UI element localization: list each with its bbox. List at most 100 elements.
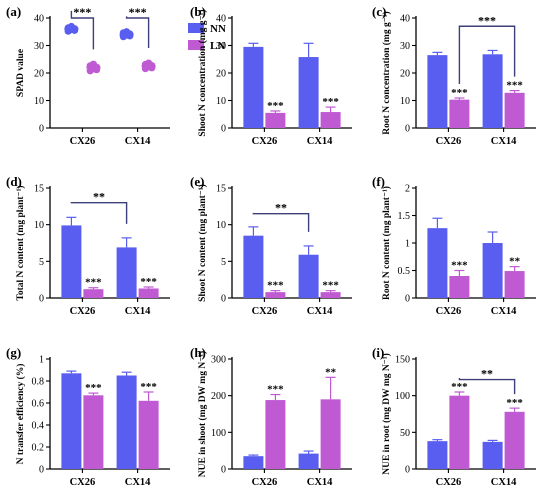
- bar: [298, 254, 319, 298]
- significance-label: ***: [451, 260, 468, 272]
- panel-h: (h)NUE in shoot (mg DW mg N⁻¹) 0 100 200 300…: [190, 345, 352, 488]
- significance-bracket: [458, 25, 516, 85]
- bar: [449, 276, 470, 298]
- data-point: [89, 60, 97, 68]
- x-tick-label: CX26: [70, 477, 96, 488]
- bracket-label: **: [93, 190, 105, 204]
- significance-label: ***: [140, 381, 157, 393]
- significance-label: ***: [506, 80, 523, 92]
- significance-label: **: [325, 366, 337, 378]
- bar: [61, 373, 82, 469]
- bar: [427, 55, 448, 128]
- significance-label: ***: [322, 96, 339, 108]
- y-tick-label: 15: [216, 184, 226, 195]
- panel-label: (a): [6, 4, 21, 19]
- y-tick-label: 100: [211, 428, 226, 439]
- legend-swatch: [188, 23, 204, 33]
- bar: [265, 112, 286, 128]
- y-tick-label: 15: [34, 184, 44, 195]
- panel-label: (f): [372, 174, 385, 189]
- y-tick-label: 20: [216, 69, 226, 80]
- significance-label: ***: [267, 280, 284, 292]
- y-tick-label: 20: [34, 69, 44, 80]
- bracket-label: ***: [129, 5, 147, 19]
- significance-label: ***: [140, 276, 157, 288]
- y-tick-label: 0: [405, 294, 410, 305]
- bar: [138, 400, 159, 469]
- x-tick-label: CX26: [436, 136, 462, 147]
- x-tick-label: CX14: [125, 136, 151, 147]
- x-tick-label: CX14: [307, 306, 333, 317]
- y-tick-label: 40: [34, 14, 44, 25]
- bar: [449, 395, 470, 469]
- y-tick-label: 10: [216, 96, 226, 107]
- significance-label: ***: [451, 381, 468, 393]
- y-axis-label: Total N content (mg plant⁻¹): [15, 185, 26, 300]
- significance-label: ***: [267, 384, 284, 396]
- panel-label: (c): [372, 4, 386, 19]
- y-tick-label: 5: [39, 257, 44, 268]
- y-tick-label: 200: [211, 391, 226, 402]
- y-tick-label: 0.6: [32, 399, 45, 410]
- bar: [116, 375, 137, 469]
- y-tick-label: 40: [400, 14, 410, 25]
- significance-label: **: [509, 256, 521, 268]
- significance-label: ***: [85, 277, 102, 289]
- bar: [116, 247, 137, 298]
- data-point: [71, 26, 79, 34]
- y-tick-label: 30: [400, 41, 410, 52]
- x-tick-label: CX26: [252, 306, 278, 317]
- significance-label: ***: [267, 100, 284, 112]
- bar: [265, 292, 286, 298]
- bar: [243, 235, 264, 298]
- bar: [504, 411, 525, 469]
- y-tick-label: 30: [34, 41, 44, 52]
- y-tick-label: 150: [395, 355, 410, 366]
- y-axis-label: Root N content (mg plant⁻¹): [381, 186, 392, 300]
- legend: NN LN: [188, 23, 226, 52]
- bar: [243, 46, 264, 128]
- bracket-label: **: [275, 201, 287, 215]
- y-tick-label: 0.4: [32, 421, 45, 432]
- bar: [83, 395, 104, 469]
- panel-label: (h): [190, 345, 206, 360]
- y-tick-label: 1: [39, 355, 44, 366]
- bar: [427, 441, 448, 469]
- y-tick-label: 0: [39, 124, 44, 135]
- y-tick-label: 2: [405, 184, 410, 195]
- bar: [320, 399, 341, 469]
- x-tick-label: CX14: [125, 306, 151, 317]
- bar: [427, 228, 448, 298]
- panel-g: (g) N transfer efficiency (%) 0 0.2 0.4 0.6 0.…: [6, 345, 170, 488]
- panel-label: (b): [190, 4, 206, 19]
- bar: [61, 225, 82, 298]
- y-tick-label: 0: [221, 124, 226, 135]
- x-tick-label: CX26: [252, 136, 278, 147]
- x-tick-label: CX14: [307, 136, 333, 147]
- significance-bracket: [458, 378, 516, 395]
- y-tick-label: 100: [395, 391, 410, 402]
- y-axis-label: Shoot N content (mg plant⁻¹): [197, 184, 208, 302]
- y-tick-label: 1: [405, 239, 410, 250]
- y-tick-label: 10: [34, 96, 44, 107]
- x-tick-label: CX14: [491, 136, 517, 147]
- x-tick-label: CX26: [70, 136, 96, 147]
- y-tick-label: 10: [400, 96, 410, 107]
- legend-label: LN: [210, 40, 225, 52]
- panel-label: (d): [6, 174, 22, 189]
- significance-bracket: [70, 10, 95, 50]
- y-tick-label: 30: [216, 41, 226, 52]
- bar: [265, 400, 286, 469]
- panel-label: (i): [372, 345, 384, 360]
- significance-label: ***: [451, 87, 468, 99]
- x-tick-label: CX26: [436, 306, 462, 317]
- bar: [138, 288, 159, 298]
- y-axis-label: Root N concentration (mg g⁻¹): [381, 11, 392, 134]
- panel-a: (a) SPAD value 0 10 20 30 40 CX26 CX14 *** *** NN LN: [6, 4, 226, 147]
- y-axis-label: NUE in root (mg DW mg N⁻¹): [381, 353, 392, 475]
- bar: [504, 92, 525, 128]
- y-tick-label: 0.2: [32, 443, 45, 454]
- bar: [243, 456, 264, 469]
- x-tick-label: CX26: [252, 477, 278, 488]
- significance-label: ***: [85, 382, 102, 394]
